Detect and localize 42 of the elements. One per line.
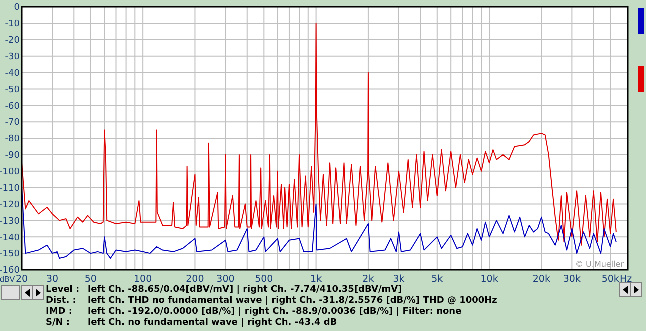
y-tick-label: -20: [5, 36, 20, 46]
y-tick-label: -60: [5, 102, 20, 112]
x-tick-label: 30k: [563, 274, 582, 285]
y-tick-label: -140: [0, 233, 20, 244]
text: left Ch. no fundamental wave | right Ch. -43.4 dB: [88, 318, 338, 328]
y-tick-label: -10: [5, 20, 20, 30]
x-tick-label: 50k: [602, 274, 620, 285]
y-tick-label: -110: [0, 184, 20, 194]
x-tick-label: 50: [84, 274, 97, 285]
x-tick-label: 500: [255, 274, 274, 285]
y-tick-label: -30: [5, 52, 20, 62]
y-tick-label: -120: [0, 200, 20, 210]
text: left Ch. -88.65/0.04[dBV/mV] | right Ch. -7.74/410.35[dBV/mV]: [88, 285, 402, 295]
y-tick-label: -40: [5, 68, 20, 79]
y-tick-label: -50: [5, 85, 20, 96]
y-tick-label: -160: [0, 266, 20, 276]
text: left Ch. -192.0/0.0000 [dB/%] | right Ch. -88.9/0.0036 [dB/%] | Filter: none: [88, 307, 462, 317]
x-axis-title: Hz: [620, 274, 632, 285]
y-tick-label: 0: [14, 3, 20, 14]
y-tick-label: -80: [5, 134, 20, 145]
x-tick-label: 3k: [393, 274, 406, 285]
x-tick-label: 20: [16, 274, 28, 285]
x-tick-label: 1k: [310, 274, 323, 285]
x-tick-label: 300: [216, 274, 235, 285]
y-tick-label: -100: [0, 168, 20, 178]
x-tick-label: 10k: [480, 274, 499, 285]
x-tick-label: 5k: [432, 274, 444, 285]
y-tick-label: -130: [0, 216, 20, 227]
x-tick-label: 30: [46, 274, 59, 285]
text: Dist. :: [46, 296, 76, 306]
text: Level :: [46, 285, 80, 295]
text: left Ch. THD no fundamental wave | right Ch. -31.8/2.5576 [dB/%] THD @ 1000Hz: [88, 296, 498, 306]
text: IMD :: [46, 307, 73, 317]
y-tick-label: -150: [0, 250, 20, 260]
y-axis-title: dBV: [0, 275, 16, 284]
x-tick-label: 20k: [532, 274, 551, 285]
x-tick-label: 200: [186, 274, 204, 285]
y-tick-label: -90: [5, 151, 20, 162]
text: S/N :: [46, 318, 70, 328]
x-tick-label: 100: [134, 274, 152, 285]
x-tick-label: 2k: [362, 274, 375, 285]
y-tick-label: -70: [5, 118, 20, 128]
